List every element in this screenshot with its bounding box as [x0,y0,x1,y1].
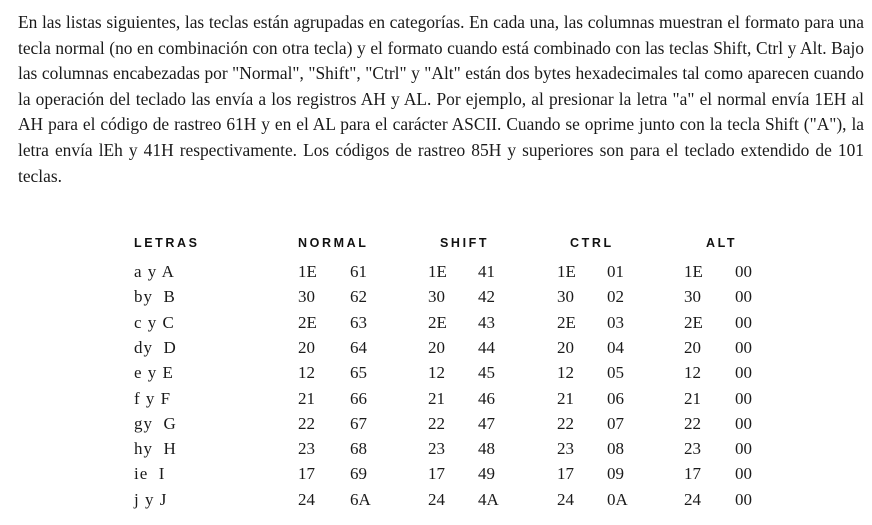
ctrl-al-cell: 05 [607,363,624,383]
header-letras: LETRAS [134,236,200,250]
ctrl-al-cell: 01 [607,262,624,281]
alt-al-cell: 00 [735,262,752,281]
ctrl-ah-cell: 17 [557,464,574,484]
normal-ah-cell: 20 [298,337,315,357]
shift-ah-cell: 2E [428,312,447,332]
alt-al-cell: 00 [735,287,752,307]
normal-al-cell: 62 [350,287,367,307]
ctrl-ah-cell: 23 [557,439,574,459]
ctrl-al-cell: 07 [607,413,624,433]
shift-ah-cell: 22 [428,413,445,433]
shift-al-cell: 47 [478,413,495,433]
shift-al-cell: 42 [478,287,495,307]
alt-al-cell: 00 [735,388,752,408]
ctrl-al-cell: 04 [607,337,624,357]
alt-ah-cell: 22 [684,413,701,433]
alt-al-cell: 00 [735,489,752,509]
alt-al-cell: 00 [735,337,752,357]
ctrl-ah-cell: 22 [557,413,574,433]
shift-ah-cell: 24 [428,489,445,509]
shift-al-cell: 4A [478,489,499,509]
normal-ah-cell: 30 [298,287,315,307]
header-ctrl: CTRL [570,236,614,250]
shift-ah-cell: 17 [428,464,445,484]
ctrl-al-cell: 0A [607,489,628,509]
normal-ah-cell: 23 [298,439,315,459]
shift-al-cell: 41 [478,262,495,281]
ctrl-ah-cell: 2E [557,312,576,332]
normal-ah-cell: 2E [298,312,317,332]
letter-cell: j y J [134,489,168,509]
alt-ah-cell: 30 [684,287,701,307]
ctrl-ah-cell: 1E [557,262,576,281]
shift-ah-cell: 1E [428,262,447,281]
letter-cell: c y C [134,312,175,332]
normal-ah-cell: 24 [298,489,315,509]
shift-ah-cell: 23 [428,439,445,459]
alt-al-cell: 00 [735,439,752,459]
alt-al-cell: 00 [735,464,752,484]
normal-ah-cell: 22 [298,413,315,433]
shift-al-cell: 48 [478,439,495,459]
header-alt: ALT [706,236,738,250]
alt-al-cell: 00 [735,363,752,383]
alt-al-cell: 00 [735,413,752,433]
normal-ah-cell: 1E [298,262,317,281]
letter-cell: e y E [134,363,174,383]
header-normal: NORMAL [298,236,369,250]
ctrl-al-cell: 06 [607,388,624,408]
normal-ah-cell: 21 [298,388,315,408]
letter-cell: a y A [134,262,175,281]
shift-ah-cell: 20 [428,337,445,357]
ctrl-ah-cell: 20 [557,337,574,357]
alt-ah-cell: 24 [684,489,701,509]
shift-ah-cell: 21 [428,388,445,408]
shift-ah-cell: 30 [428,287,445,307]
ctrl-al-cell: 09 [607,464,624,484]
ctrl-ah-cell: 30 [557,287,574,307]
alt-al-cell: 00 [735,312,752,332]
ctrl-al-cell: 08 [607,439,624,459]
letter-cell: gy G [134,413,177,433]
alt-ah-cell: 23 [684,439,701,459]
shift-al-cell: 49 [478,464,495,484]
shift-al-cell: 46 [478,388,495,408]
letter-cell: ie I [134,464,166,484]
normal-al-cell: 65 [350,363,367,383]
letter-cell: by B [134,287,176,307]
ctrl-ah-cell: 12 [557,363,574,383]
normal-al-cell: 6A [350,489,371,509]
ctrl-al-cell: 03 [607,312,624,332]
letter-cell: hy H [134,439,177,459]
normal-al-cell: 68 [350,439,367,459]
ctrl-ah-cell: 24 [557,489,574,509]
alt-ah-cell: 12 [684,363,701,383]
shift-al-cell: 44 [478,337,495,357]
alt-ah-cell: 17 [684,464,701,484]
normal-ah-cell: 12 [298,363,315,383]
letter-cell: dy D [134,337,177,357]
shift-ah-cell: 12 [428,363,445,383]
alt-ah-cell: 21 [684,388,701,408]
normal-al-cell: 69 [350,464,367,484]
shift-al-cell: 43 [478,312,495,332]
ctrl-ah-cell: 21 [557,388,574,408]
letter-cell: f y F [134,388,172,408]
ctrl-al-cell: 02 [607,287,624,307]
alt-ah-cell: 1E [684,262,703,281]
normal-ah-cell: 17 [298,464,315,484]
alt-ah-cell: 20 [684,337,701,357]
normal-al-cell: 67 [350,413,367,433]
normal-al-cell: 63 [350,312,367,332]
alt-ah-cell: 2E [684,312,703,332]
header-shift: SHIFT [440,236,490,250]
intro-paragraph: En las listas siguientes, las teclas est… [18,12,864,186]
shift-al-cell: 45 [478,363,495,383]
normal-al-cell: 64 [350,337,367,357]
normal-al-cell: 66 [350,388,367,408]
normal-al-cell: 61 [350,262,367,281]
